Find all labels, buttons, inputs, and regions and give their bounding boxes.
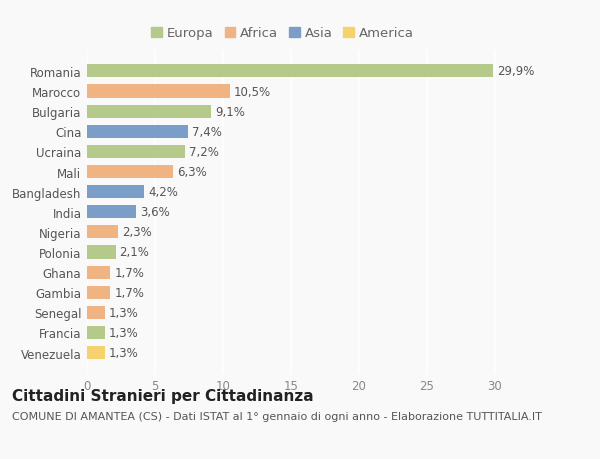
Bar	[87, 125, 188, 139]
Bar	[87, 226, 118, 239]
Text: 1,3%: 1,3%	[109, 326, 139, 339]
Bar	[87, 347, 104, 359]
Text: 1,7%: 1,7%	[114, 286, 144, 299]
Bar	[87, 206, 136, 219]
Text: 1,7%: 1,7%	[114, 266, 144, 279]
Text: 6,3%: 6,3%	[177, 166, 206, 179]
Text: 1,3%: 1,3%	[109, 347, 139, 359]
Bar	[87, 166, 173, 179]
Bar	[87, 326, 104, 339]
Text: Cittadini Stranieri per Cittadinanza: Cittadini Stranieri per Cittadinanza	[12, 388, 314, 403]
Text: 1,3%: 1,3%	[109, 306, 139, 319]
Bar	[87, 306, 104, 319]
Text: 9,1%: 9,1%	[215, 106, 245, 118]
Bar	[87, 106, 211, 118]
Text: 2,1%: 2,1%	[119, 246, 149, 259]
Text: 4,2%: 4,2%	[148, 186, 178, 199]
Bar	[87, 85, 230, 98]
Text: 10,5%: 10,5%	[234, 85, 271, 98]
Bar	[87, 266, 110, 279]
Text: 7,4%: 7,4%	[191, 125, 221, 139]
Bar	[87, 246, 116, 259]
Bar	[87, 146, 185, 158]
Text: 2,3%: 2,3%	[122, 226, 152, 239]
Text: 7,2%: 7,2%	[189, 146, 219, 158]
Text: 3,6%: 3,6%	[140, 206, 170, 219]
Bar	[87, 65, 493, 78]
Bar	[87, 186, 144, 199]
Text: COMUNE DI AMANTEA (CS) - Dati ISTAT al 1° gennaio di ogni anno - Elaborazione TU: COMUNE DI AMANTEA (CS) - Dati ISTAT al 1…	[12, 411, 542, 421]
Bar	[87, 286, 110, 299]
Legend: Europa, Africa, Asia, America: Europa, Africa, Asia, America	[149, 25, 417, 43]
Text: 29,9%: 29,9%	[497, 65, 535, 78]
